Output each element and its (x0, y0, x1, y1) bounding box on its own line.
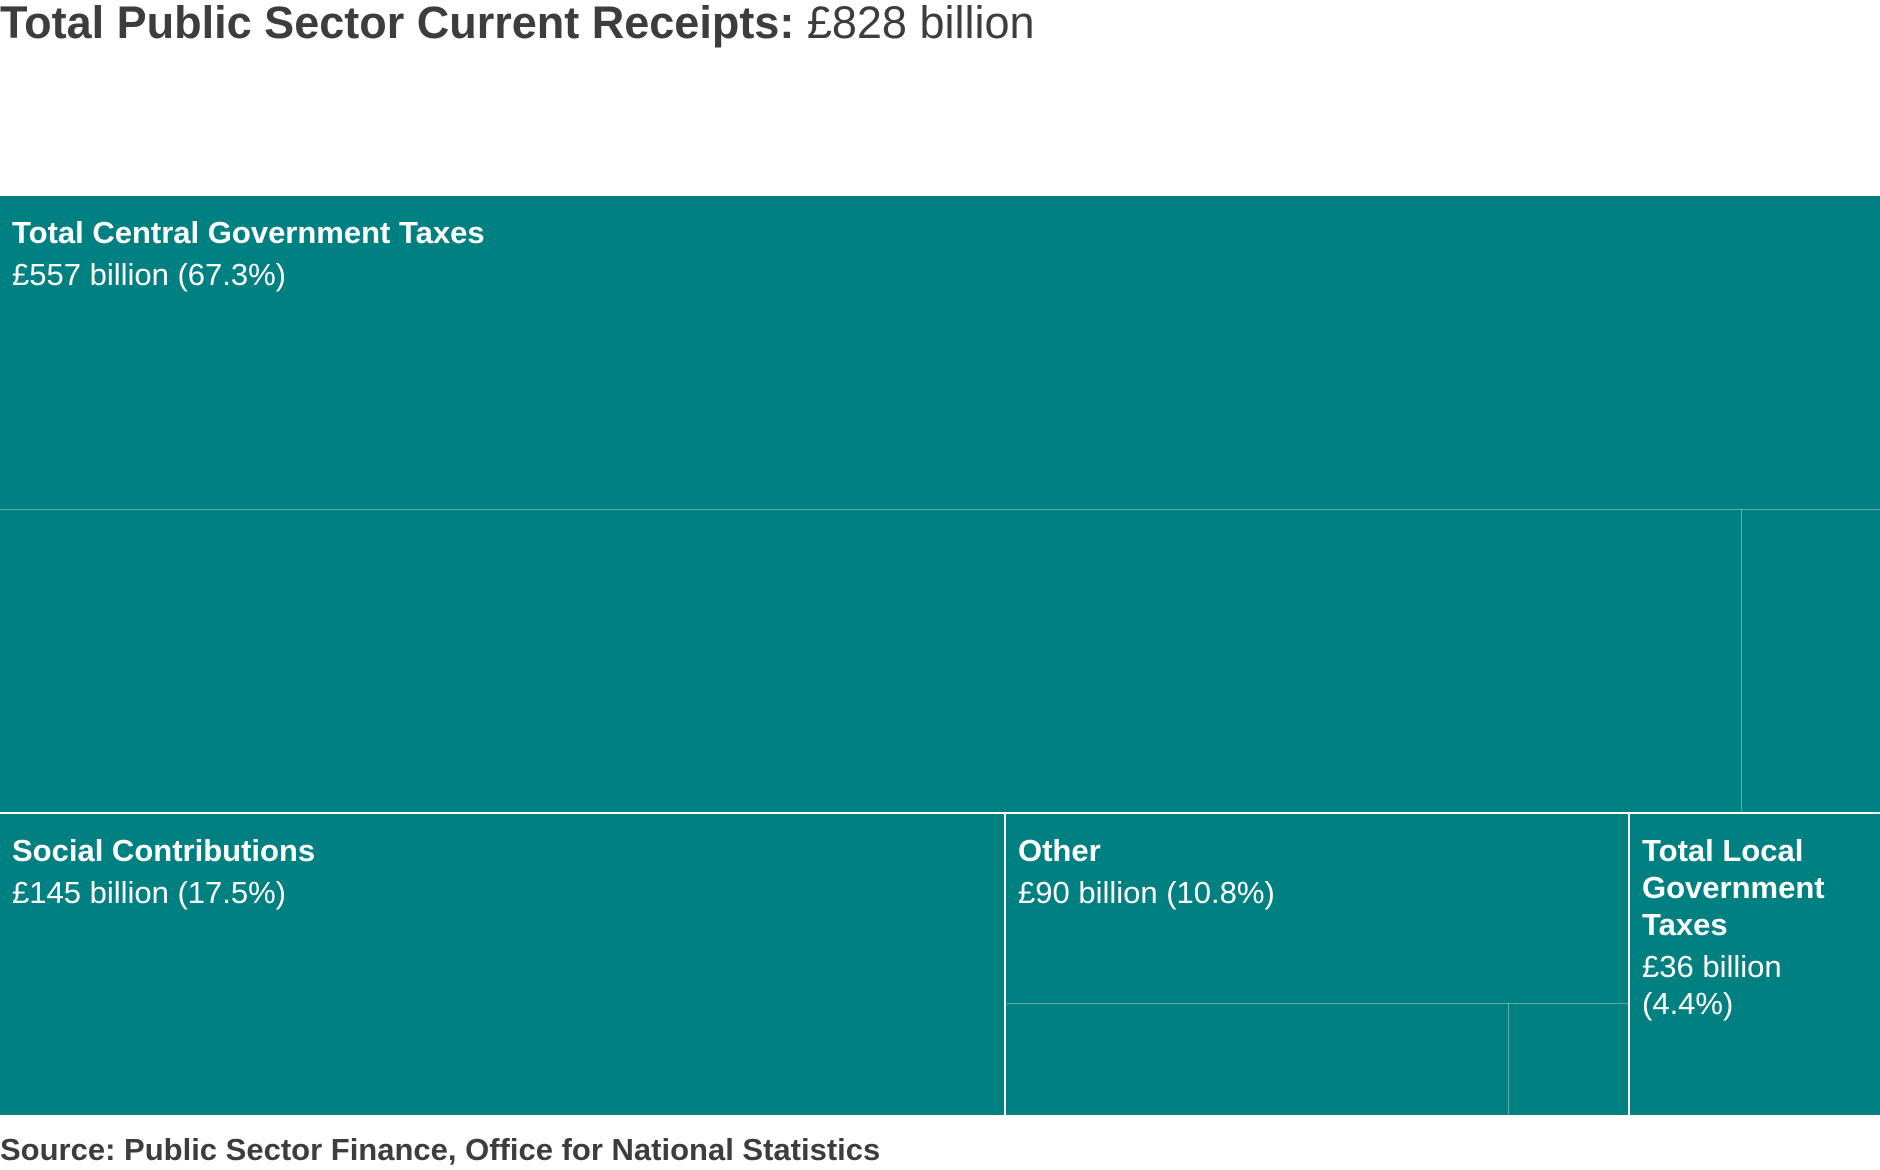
subtile-divider (1508, 1003, 1509, 1115)
tile-value: £36 billion (4.4%) (1642, 949, 1782, 1021)
tile-label: Social Contributions (12, 833, 316, 868)
tile-label: Total Central Government Taxes (12, 215, 485, 250)
chart-title-total: £828 billion (806, 0, 1035, 48)
subtile-divider (1007, 1003, 1628, 1004)
tile-value: £557 billion (67.3%) (12, 257, 287, 292)
tile-social-contributions: Social Contributions £145 billion (17.5%… (0, 814, 1004, 1115)
tile-label: Total Local Government Taxes (1642, 833, 1825, 942)
tile-label: Other (1018, 833, 1101, 868)
tile-other: Other £90 billion (10.8%) (1006, 814, 1628, 1115)
chart-title-bold: Total Public Sector Current Receipts: (0, 0, 795, 48)
subtile-divider (0, 509, 1880, 510)
tile-value: £145 billion (17.5%) (12, 875, 287, 910)
tile-central-government-taxes: Total Central Government Taxes £557 bill… (0, 196, 1880, 812)
source-note: Source: Public Sector Finance, Office fo… (0, 1132, 881, 1167)
chart-title: Total Public Sector Current Receipts: £8… (0, 0, 1035, 50)
tile-value: £90 billion (10.8%) (1018, 875, 1275, 910)
treemap: Total Central Government Taxes £557 bill… (0, 196, 1880, 1115)
subtile-divider (1741, 509, 1742, 812)
tile-local-government-taxes: Total Local Government Taxes £36 billion… (1630, 814, 1880, 1115)
